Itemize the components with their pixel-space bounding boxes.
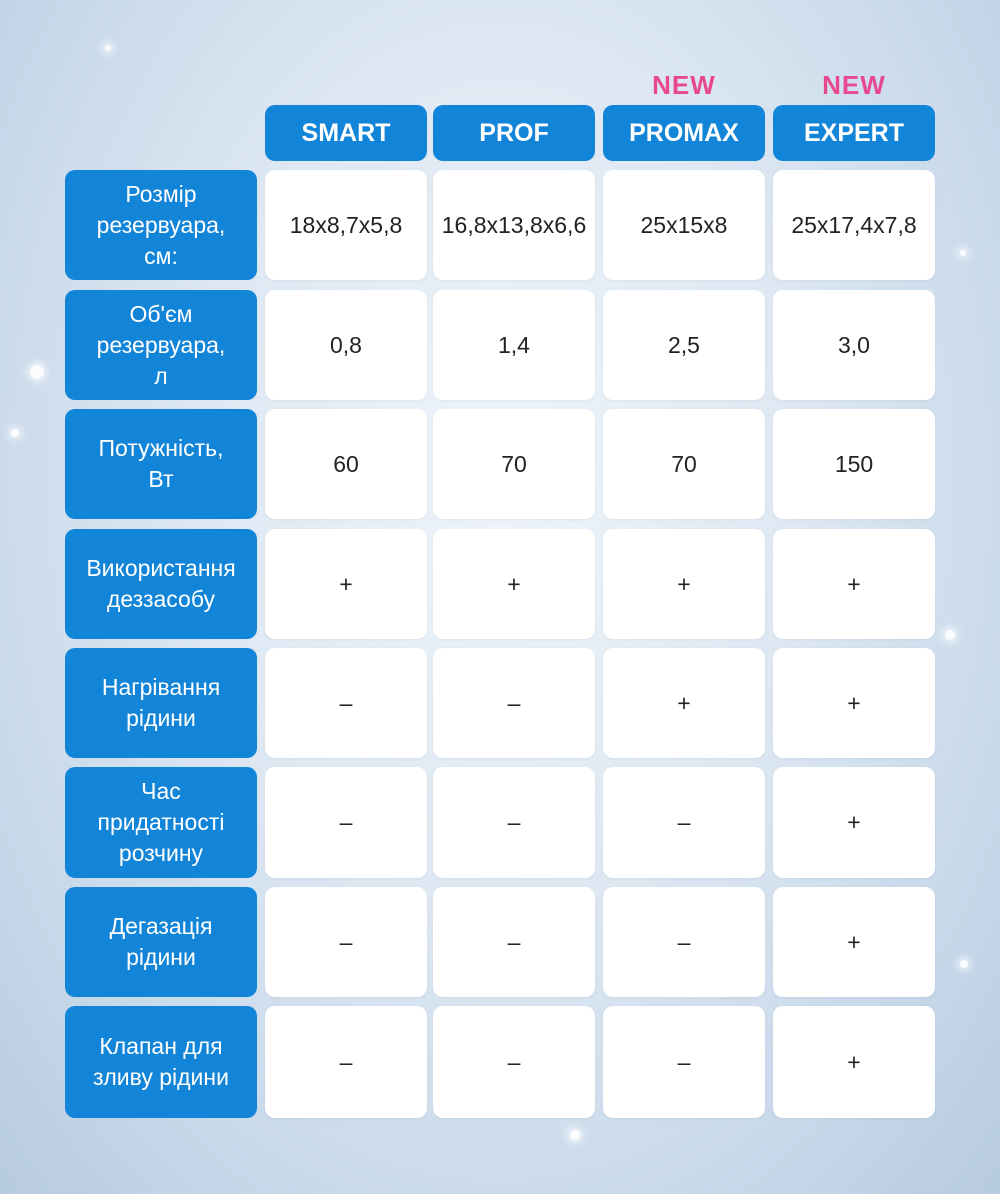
- cell-tank-volume-smart: 0,8: [265, 290, 427, 400]
- cell-shelf-life-smart: –: [265, 767, 427, 878]
- row-label-power: Потужність, Вт: [65, 409, 257, 519]
- column-header-prof: PROF: [433, 105, 595, 161]
- cell-tank-size-expert: 25x17,4x7,8: [773, 170, 935, 280]
- cell-drain-valve-prof: –: [433, 1006, 595, 1118]
- new-tag-promax: NEW: [652, 70, 716, 100]
- sparkle: [105, 45, 111, 51]
- cell-tank-volume-promax: 2,5: [603, 290, 765, 400]
- cell-tank-size-promax: 25x15x8: [603, 170, 765, 280]
- row-label-shelf-life: Час придатності розчину: [65, 767, 257, 878]
- sparkle: [945, 630, 955, 640]
- cell-shelf-life-expert: +: [773, 767, 935, 878]
- cell-disinfectant-smart: +: [265, 529, 427, 639]
- cell-shelf-life-promax: –: [603, 767, 765, 878]
- cell-heating-expert: +: [773, 648, 935, 758]
- cell-disinfectant-promax: +: [603, 529, 765, 639]
- cell-degassing-expert: +: [773, 887, 935, 997]
- new-tag-expert: NEW: [822, 70, 886, 100]
- cell-heating-promax: +: [603, 648, 765, 758]
- cell-heating-prof: –: [433, 648, 595, 758]
- cell-heating-smart: –: [265, 648, 427, 758]
- column-header-expert: EXPERT: [773, 105, 935, 161]
- cell-drain-valve-smart: –: [265, 1006, 427, 1118]
- cell-disinfectant-prof: +: [433, 529, 595, 639]
- row-label-tank-size: Розмір резервуара, см:: [65, 170, 257, 280]
- cell-tank-size-prof: 16,8x13,8x6,6: [433, 170, 595, 280]
- sparkle: [960, 960, 968, 968]
- cell-power-expert: 150: [773, 409, 935, 519]
- row-label-drain-valve: Клапан для зливу рідини: [65, 1006, 257, 1118]
- cell-power-prof: 70: [433, 409, 595, 519]
- cell-shelf-life-prof: –: [433, 767, 595, 878]
- sparkle: [30, 365, 44, 379]
- cell-disinfectant-expert: +: [773, 529, 935, 639]
- cell-degassing-promax: –: [603, 887, 765, 997]
- cell-degassing-smart: –: [265, 887, 427, 997]
- sparkle: [960, 250, 966, 256]
- cell-tank-volume-expert: 3,0: [773, 290, 935, 400]
- cell-tank-size-smart: 18x8,7x5,8: [265, 170, 427, 280]
- cell-drain-valve-expert: +: [773, 1006, 935, 1118]
- column-header-promax: PROMAX: [603, 105, 765, 161]
- cell-drain-valve-promax: –: [603, 1006, 765, 1118]
- cell-tank-volume-prof: 1,4: [433, 290, 595, 400]
- row-label-disinfectant: Використання деззасобу: [65, 529, 257, 639]
- cell-degassing-prof: –: [433, 887, 595, 997]
- row-label-heating: Нагрівання рідини: [65, 648, 257, 758]
- sparkle: [11, 429, 19, 437]
- sparkle: [570, 1130, 580, 1140]
- cell-power-promax: 70: [603, 409, 765, 519]
- row-label-tank-volume: Об'єм резервуара, л: [65, 290, 257, 400]
- column-header-smart: SMART: [265, 105, 427, 161]
- row-label-degassing: Дегазація рідини: [65, 887, 257, 997]
- cell-power-smart: 60: [265, 409, 427, 519]
